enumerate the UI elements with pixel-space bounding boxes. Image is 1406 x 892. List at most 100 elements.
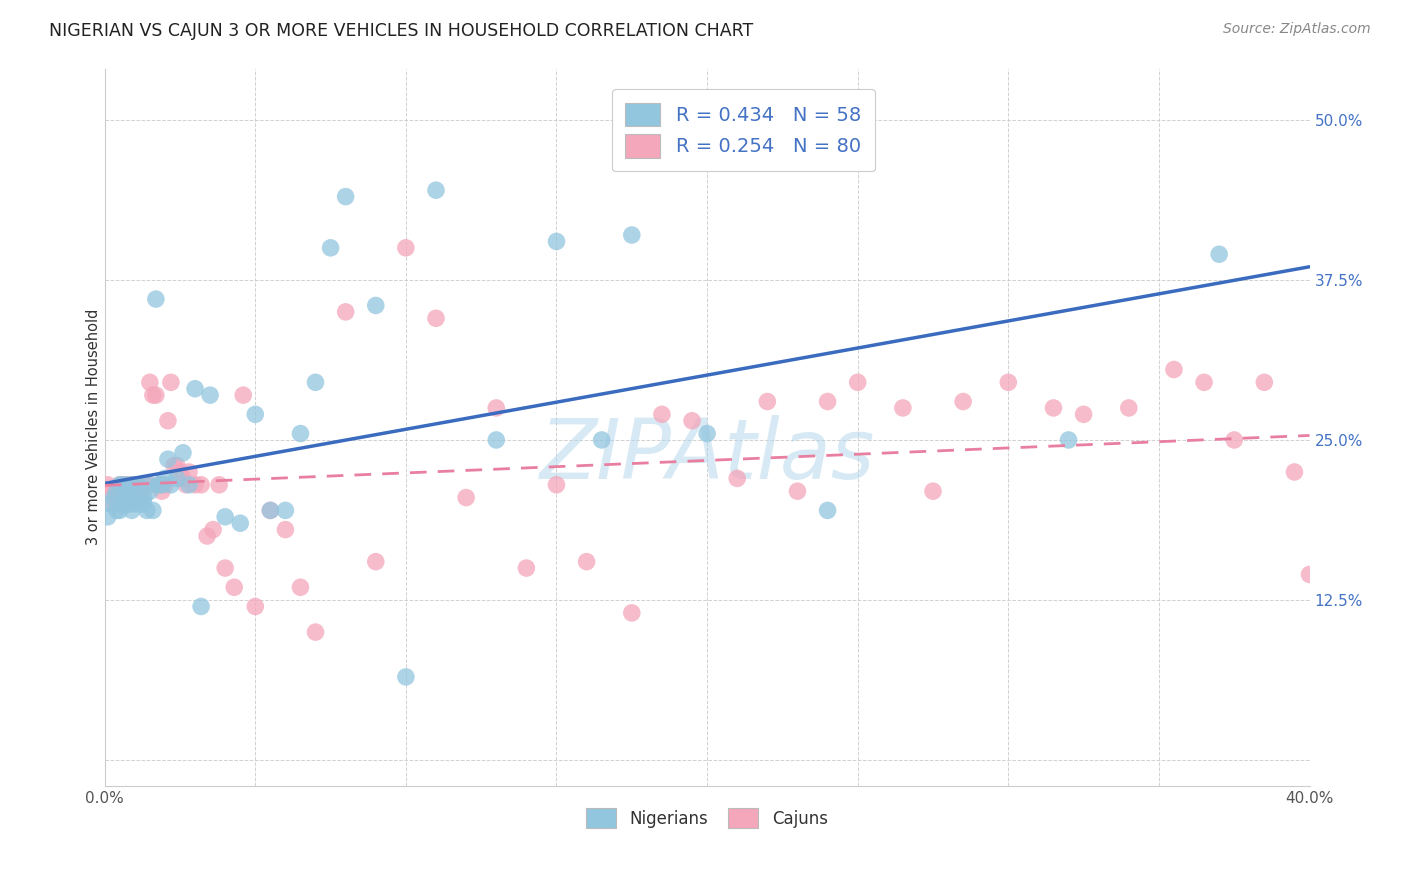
Point — [103, 491, 125, 505]
Point — [245, 599, 267, 614]
Point — [111, 497, 134, 511]
Point — [922, 484, 945, 499]
Point — [591, 433, 613, 447]
Point — [129, 497, 152, 511]
Point — [891, 401, 914, 415]
Point — [546, 477, 568, 491]
Point — [97, 477, 120, 491]
Point — [364, 298, 387, 312]
Point — [696, 426, 718, 441]
Point — [425, 311, 447, 326]
Point — [105, 503, 128, 517]
Point — [142, 503, 165, 517]
Point — [124, 484, 146, 499]
Point — [620, 227, 643, 242]
Point — [290, 426, 312, 441]
Point — [214, 561, 236, 575]
Point — [129, 484, 152, 499]
Point — [150, 484, 173, 499]
Point — [124, 497, 146, 511]
Point — [725, 471, 748, 485]
Point — [132, 477, 155, 491]
Point — [129, 491, 152, 505]
Point — [118, 497, 141, 511]
Point — [142, 388, 165, 402]
Point — [575, 555, 598, 569]
Point — [156, 414, 179, 428]
Point — [145, 388, 167, 402]
Point — [139, 376, 162, 390]
Point — [139, 484, 162, 499]
Point — [184, 382, 207, 396]
Point — [153, 471, 176, 485]
Point — [148, 477, 170, 491]
Point — [319, 241, 342, 255]
Point — [118, 497, 141, 511]
Point — [274, 523, 297, 537]
Point — [1223, 433, 1246, 447]
Point — [620, 606, 643, 620]
Point — [111, 491, 134, 505]
Point — [124, 477, 146, 491]
Point — [259, 503, 281, 517]
Point — [997, 376, 1019, 390]
Point — [1042, 401, 1064, 415]
Point — [174, 477, 197, 491]
Point — [150, 477, 173, 491]
Point — [132, 497, 155, 511]
Point — [121, 503, 143, 517]
Text: Source: ZipAtlas.com: Source: ZipAtlas.com — [1223, 22, 1371, 37]
Point — [118, 491, 141, 505]
Point — [172, 446, 194, 460]
Point — [124, 477, 146, 491]
Point — [335, 305, 357, 319]
Point — [232, 388, 254, 402]
Point — [952, 394, 974, 409]
Point — [121, 477, 143, 491]
Point — [1313, 612, 1336, 626]
Point — [127, 477, 149, 491]
Point — [515, 561, 537, 575]
Point — [304, 376, 326, 390]
Point — [1298, 567, 1320, 582]
Point — [121, 484, 143, 499]
Point — [485, 433, 508, 447]
Text: NIGERIAN VS CAJUN 3 OR MORE VEHICLES IN HOUSEHOLD CORRELATION CHART: NIGERIAN VS CAJUN 3 OR MORE VEHICLES IN … — [49, 22, 754, 40]
Point — [259, 503, 281, 517]
Point — [114, 484, 136, 499]
Point — [651, 408, 673, 422]
Point — [195, 529, 218, 543]
Point — [177, 477, 200, 491]
Point — [114, 484, 136, 499]
Point — [208, 477, 231, 491]
Point — [135, 477, 157, 491]
Point — [108, 497, 131, 511]
Point — [335, 189, 357, 203]
Point — [190, 599, 212, 614]
Point — [127, 477, 149, 491]
Point — [114, 491, 136, 505]
Point — [304, 625, 326, 640]
Point — [1284, 465, 1306, 479]
Point — [100, 497, 122, 511]
Point — [1192, 376, 1215, 390]
Point — [224, 580, 246, 594]
Point — [198, 388, 221, 402]
Point — [127, 491, 149, 505]
Point — [111, 477, 134, 491]
Point — [103, 497, 125, 511]
Point — [229, 516, 252, 531]
Point — [681, 414, 703, 428]
Point — [160, 477, 183, 491]
Point — [846, 376, 869, 390]
Point — [132, 491, 155, 505]
Point — [395, 241, 418, 255]
Point — [184, 477, 207, 491]
Point — [395, 670, 418, 684]
Point — [1073, 408, 1095, 422]
Point — [756, 394, 779, 409]
Point — [1118, 401, 1140, 415]
Point — [105, 491, 128, 505]
Point — [274, 503, 297, 517]
Point — [485, 401, 508, 415]
